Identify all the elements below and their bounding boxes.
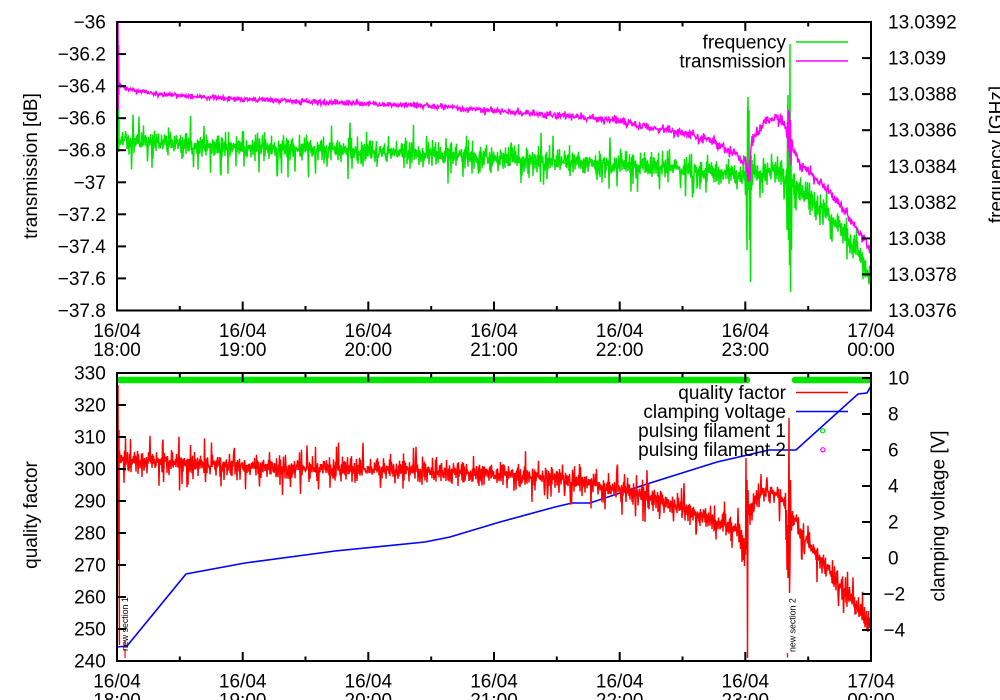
svg-text:pulsing filament 2: pulsing filament 2 [638,440,786,461]
svg-text:−37.6: −37.6 [58,269,106,290]
svg-text:−36.6: −36.6 [58,109,106,130]
svg-text:13.0376: 13.0376 [888,301,957,322]
svg-text:330: 330 [74,364,106,385]
svg-text:13.039: 13.039 [888,49,946,70]
svg-text:17/04: 17/04 [847,321,895,342]
svg-text:19:00: 19:00 [219,340,267,361]
svg-text:16/04: 16/04 [596,672,644,693]
svg-text:−4: −4 [884,621,906,642]
svg-text:16/04: 16/04 [219,321,267,342]
svg-text:pulsing filament 1: pulsing filament 1 [638,421,786,442]
svg-text:10: 10 [888,369,909,390]
svg-text:16/04: 16/04 [93,672,141,693]
svg-text:250: 250 [74,620,106,641]
svg-text:−37: −37 [74,173,106,194]
svg-text:260: 260 [74,588,106,609]
svg-text:13.0392: 13.0392 [888,13,957,34]
svg-text:8: 8 [888,405,899,426]
svg-text:23:00: 23:00 [722,691,770,700]
svg-text:13.0386: 13.0386 [888,121,957,142]
svg-text:−37.2: −37.2 [58,205,106,226]
svg-text:310: 310 [74,428,106,449]
svg-text:clamping voltage [V]: clamping voltage [V] [929,430,950,601]
svg-text:16/04: 16/04 [219,672,267,693]
svg-text:13.0378: 13.0378 [888,265,957,286]
svg-text:21:00: 21:00 [470,340,518,361]
svg-text:270: 270 [74,556,106,577]
svg-text:−2: −2 [884,585,906,606]
svg-text:−37.4: −37.4 [58,237,107,258]
svg-text:16/04: 16/04 [470,672,518,693]
svg-text:16/04: 16/04 [345,321,393,342]
svg-text:20:00: 20:00 [345,691,393,700]
svg-text:frequency [GHz]: frequency [GHz] [987,86,1000,223]
svg-text:18:00: 18:00 [93,691,141,700]
svg-text:280: 280 [74,524,106,545]
svg-text:16/04: 16/04 [345,672,393,693]
svg-text:22:00: 22:00 [596,691,644,700]
svg-text:−37.8: −37.8 [58,301,106,322]
svg-text:300: 300 [74,460,106,481]
svg-text:16/04: 16/04 [722,321,770,342]
svg-text:19:00: 19:00 [219,691,267,700]
svg-text:frequency: frequency [703,33,787,54]
svg-text:new section 2: new section 2 [788,598,798,652]
svg-text:290: 290 [74,492,106,513]
svg-text:16/04: 16/04 [93,321,141,342]
svg-text:6: 6 [888,441,899,462]
svg-text:quality factor: quality factor [21,460,42,568]
svg-text:16/04: 16/04 [596,321,644,342]
svg-text:17/04: 17/04 [847,672,895,693]
svg-text:−36.2: −36.2 [58,45,106,66]
svg-text:00:00: 00:00 [847,691,895,700]
svg-text:new section 1: new section 1 [120,597,130,651]
svg-text:−36: −36 [74,13,106,34]
svg-text:13.0388: 13.0388 [888,85,957,106]
svg-text:13.038: 13.038 [888,229,946,250]
svg-text:13.0384: 13.0384 [888,157,957,178]
svg-text:transmission [dB]: transmission [dB] [21,93,42,239]
svg-text:−36.8: −36.8 [58,141,106,162]
svg-text:22:00: 22:00 [596,340,644,361]
svg-text:21:00: 21:00 [470,691,518,700]
svg-text:0: 0 [888,549,899,570]
svg-text:transmission: transmission [679,52,786,73]
svg-text:18:00: 18:00 [93,340,141,361]
svg-text:16/04: 16/04 [722,672,770,693]
svg-text:16/04: 16/04 [470,321,518,342]
svg-text:00:00: 00:00 [847,340,895,361]
svg-text:4: 4 [888,477,899,498]
svg-text:20:00: 20:00 [345,340,393,361]
svg-text:13.0382: 13.0382 [888,193,957,214]
svg-text:−36.4: −36.4 [58,77,107,98]
svg-text:240: 240 [74,652,106,673]
svg-text:quality factor: quality factor [678,383,786,404]
svg-text:320: 320 [74,396,106,417]
svg-text:2: 2 [888,513,899,534]
svg-text:clamping voltage: clamping voltage [643,402,786,423]
svg-text:23:00: 23:00 [722,340,770,361]
